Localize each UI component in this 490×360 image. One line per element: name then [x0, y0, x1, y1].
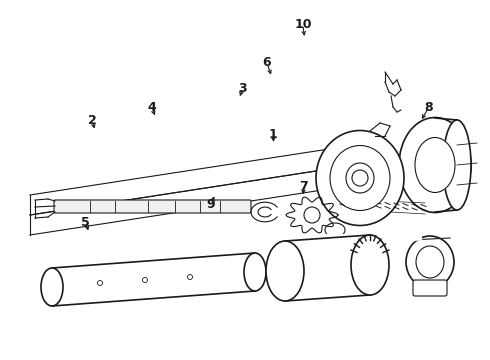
- Text: 8: 8: [424, 101, 433, 114]
- Ellipse shape: [416, 246, 444, 278]
- Circle shape: [98, 280, 102, 285]
- Ellipse shape: [351, 235, 389, 295]
- Text: 6: 6: [263, 57, 271, 69]
- Text: 9: 9: [206, 198, 215, 211]
- Text: 4: 4: [147, 101, 156, 114]
- Circle shape: [352, 170, 368, 186]
- Ellipse shape: [41, 268, 63, 306]
- Text: 3: 3: [238, 82, 247, 95]
- Text: 2: 2: [88, 114, 97, 127]
- Text: 7: 7: [299, 180, 308, 193]
- Text: 5: 5: [81, 216, 90, 229]
- Ellipse shape: [346, 163, 374, 193]
- FancyBboxPatch shape: [54, 200, 251, 213]
- Circle shape: [143, 278, 147, 283]
- Ellipse shape: [415, 138, 455, 193]
- Ellipse shape: [399, 117, 471, 212]
- Ellipse shape: [330, 145, 390, 211]
- Ellipse shape: [406, 236, 454, 288]
- Circle shape: [304, 207, 320, 223]
- FancyBboxPatch shape: [413, 280, 447, 296]
- Ellipse shape: [443, 120, 471, 210]
- Ellipse shape: [244, 253, 266, 291]
- Text: 10: 10: [294, 18, 312, 31]
- Ellipse shape: [266, 241, 304, 301]
- Ellipse shape: [316, 130, 404, 225]
- Text: 1: 1: [269, 129, 278, 141]
- Circle shape: [188, 274, 193, 279]
